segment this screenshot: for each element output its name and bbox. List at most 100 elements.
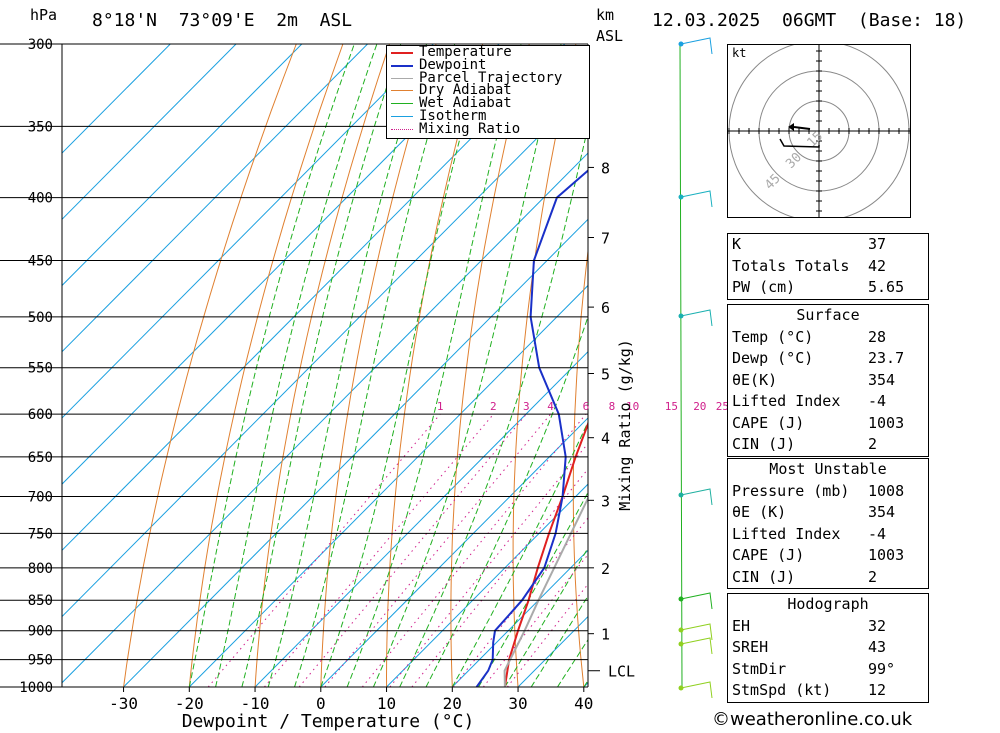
legend-label: Isotherm: [419, 107, 487, 124]
dry-adiabat-line: [995, 44, 1000, 687]
dry-adiabat-line: [947, 44, 1000, 687]
hodograph-unit: kt: [732, 46, 747, 60]
isotherm-line: [62, 44, 303, 287]
table-row: θE(K) 354: [728, 370, 928, 392]
dry-adiabat-line: [385, 44, 484, 687]
wet-adiabat-line: [399, 124, 588, 687]
table-row: Pressure (mb) 1008: [728, 481, 928, 503]
pressure-tick-label: 600: [28, 407, 53, 423]
row-label: Pressure (mb): [732, 481, 850, 500]
row-value: 1003: [868, 546, 905, 564]
storm-motion-arrowhead: [788, 123, 794, 131]
row-value: 23.7: [868, 349, 905, 367]
wet-adiabat-line: [346, 44, 522, 687]
x-tick-label: 30: [508, 694, 527, 713]
pressure-tick-label: 350: [28, 119, 53, 135]
mixing-ratio-label: 10: [626, 400, 639, 413]
series-line-temperature: [503, 421, 588, 687]
legend-label: Dewpoint: [419, 56, 487, 73]
row-value: 1003: [868, 413, 905, 432]
table-row: EH 32: [728, 616, 928, 638]
isotherm-line: [62, 44, 368, 353]
hodograph-ring-label: 30: [783, 150, 805, 172]
pressure-tick-label: 300: [28, 37, 53, 53]
row-value: -4: [868, 524, 887, 543]
mixing-ratio-label: 4: [547, 400, 554, 413]
dry-adiabat-line: [688, 44, 716, 687]
table-row: CAPE (J) 1003: [728, 545, 928, 567]
dry-adiabat-line: [123, 44, 297, 687]
hodograph-stats-table: Hodograph EH 32 SREH 43 StmDir 99° StmSpd (kt)…: [727, 593, 929, 703]
dry-adiabat-line: [512, 44, 577, 687]
x-tick-label: 10: [377, 694, 396, 713]
location-title: 8°18'N 73°09'E 2m ASL: [92, 10, 353, 31]
wet-adiabat-line: [451, 420, 588, 687]
pressure-tick-label: 400: [28, 191, 53, 207]
wet-adiabat-line: [504, 547, 588, 687]
wind-barb: [680, 37, 713, 55]
table-row: CAPE (J) 1003: [728, 413, 928, 435]
mixing-ratio-label: 3: [523, 400, 530, 413]
pressure-tick-label: 1000: [19, 680, 53, 696]
row-label: θE (K): [732, 503, 787, 521]
legend-entry: Dry Adiabat: [387, 83, 589, 97]
row-label: Lifted Index: [732, 524, 841, 543]
table-row: Lifted Index -4: [728, 391, 928, 413]
datetime-title: 12.03.2025 06GMT (Base: 18): [652, 10, 967, 31]
km-tick-label: 3: [601, 492, 610, 510]
km-tick-label: 6: [601, 299, 610, 317]
hodograph-panel: 15 30 45 kt: [727, 44, 911, 218]
mixing-ratio-label: 8: [609, 400, 616, 413]
table-row: Lifted Index -4: [728, 524, 928, 546]
table-row: Dewp (°C) 23.7: [728, 348, 928, 370]
row-value: 2: [868, 435, 878, 453]
isotherm-line: [320, 417, 588, 687]
wind-barb: [680, 623, 713, 641]
pressure-unit-label: hPa: [30, 6, 58, 24]
pressure-tick-label: 700: [28, 490, 53, 506]
legend-entry: Temperature: [387, 44, 589, 60]
mixing-ratio-line: [506, 583, 588, 687]
x-tick-label: 20: [443, 694, 462, 713]
pressure-tick-label: 900: [28, 624, 53, 640]
km-tick-label: 1: [601, 626, 610, 644]
surface-title: Surface: [796, 306, 860, 324]
mixing-ratio-label: 1: [437, 400, 444, 413]
series-line-dewpoint: [475, 169, 588, 687]
row-label: Temp (°C): [732, 327, 814, 346]
km-tick-label: 5: [601, 366, 610, 384]
x-tick-label: -20: [175, 694, 204, 713]
row-value: 99°: [868, 659, 896, 678]
most-unstable-table: Most Unstable Pressure (mb) 1008 θE (K) 354…: [727, 458, 929, 589]
row-label: CAPE (J): [732, 546, 805, 564]
storm-motion-arrow: [793, 126, 811, 130]
isotherm-line: [386, 483, 588, 687]
isotherm-line: [254, 350, 588, 687]
legend-entry: Parcel Trajectory: [387, 71, 589, 85]
row-value: 354: [868, 503, 896, 521]
row-value: 32: [868, 616, 887, 635]
table-row: CIN (J) 2: [728, 567, 928, 589]
mixing-ratio-label: 6: [583, 400, 590, 413]
wind-barb: [680, 592, 713, 610]
km-tick-label: 2: [601, 560, 610, 578]
pressure-tick-label: 800: [28, 561, 53, 577]
legend: Temperature Dewpoint Parcel Trajectory Dry …: [386, 45, 590, 139]
series-line-parcel-trajectory: [503, 496, 588, 687]
most-unstable-title: Most Unstable: [769, 460, 887, 478]
dry-adiabat-line: [632, 44, 670, 687]
dry-adiabat-line: [188, 44, 344, 687]
row-label: EH: [732, 616, 751, 635]
row-value: 28: [868, 327, 887, 346]
legend-label: Temperature: [419, 44, 512, 60]
row-value: 354: [868, 370, 896, 389]
pressure-tick-label: 850: [28, 593, 53, 609]
wet-adiabat-line: [294, 44, 456, 687]
legend-entry: Wet Adiabat: [387, 96, 589, 110]
table-row: Temp (°C) 28: [728, 327, 928, 349]
x-tick-label: 40: [574, 694, 593, 713]
pressure-tick-label: 500: [28, 310, 53, 326]
table-row: K 37: [728, 234, 928, 256]
